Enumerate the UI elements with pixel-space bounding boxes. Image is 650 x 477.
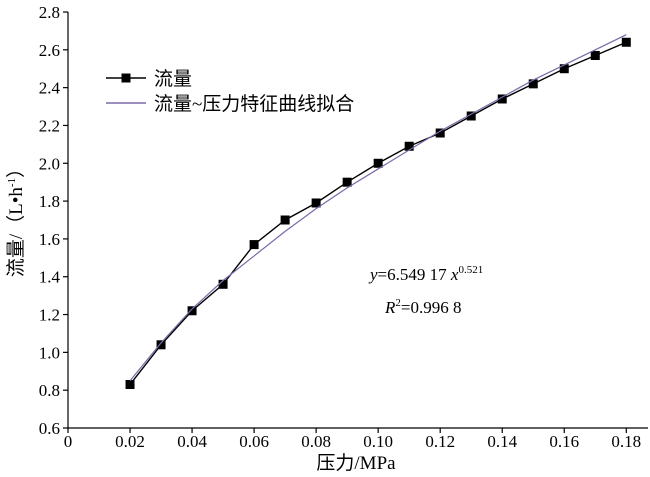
x-tick-label: 0.10 xyxy=(363,432,393,451)
marker xyxy=(373,158,383,168)
marker xyxy=(559,64,569,74)
x-tick-label: 0.04 xyxy=(177,432,207,451)
x-tick-label: 0.08 xyxy=(301,432,331,451)
legend-label: 流量~压力特征曲线拟合 xyxy=(154,93,354,115)
eq-sup: 0.521 xyxy=(458,264,483,276)
y-tick-label: 0.6 xyxy=(39,419,60,438)
marker xyxy=(497,94,507,104)
r-squared: R2=0.996 8 xyxy=(384,297,461,317)
x-tick-label: 0.16 xyxy=(549,432,579,451)
y-tick-label: 0.8 xyxy=(39,381,60,400)
marker xyxy=(404,141,414,151)
marker xyxy=(466,111,476,121)
marker xyxy=(218,279,228,289)
y-tick-label: 2.8 xyxy=(39,3,60,22)
eq-part: R xyxy=(384,298,396,317)
equation: y=6.549 17 x0.521 xyxy=(368,264,483,284)
x-tick-label: 0.14 xyxy=(487,432,517,451)
eq-part: =0.996 8 xyxy=(401,298,462,317)
y-tick-label: 1.6 xyxy=(39,230,60,249)
y-label-part: 流量/（L•h xyxy=(5,187,27,278)
x-axis-label: 压力/MPa xyxy=(316,452,396,474)
x-tick-label: 0.18 xyxy=(611,432,641,451)
marker xyxy=(249,240,259,250)
eq-part: =6.549 17 xyxy=(378,265,451,284)
y-tick-label: 2.6 xyxy=(39,41,60,60)
y-tick-label: 2.4 xyxy=(39,79,61,98)
marker xyxy=(621,37,631,47)
marker xyxy=(342,177,352,187)
x-tick-label: 0 xyxy=(64,432,73,451)
marker xyxy=(435,128,445,138)
eq-part: x xyxy=(450,265,459,284)
y-tick-label: 1.4 xyxy=(39,268,61,287)
legend-marker xyxy=(121,73,131,83)
y-label-part: ） xyxy=(5,159,27,178)
eq-sup: 2 xyxy=(395,297,401,309)
marker xyxy=(125,380,135,390)
marker xyxy=(280,215,290,225)
marker xyxy=(156,340,166,350)
y-axis-label: 流量/（L•h-1） xyxy=(5,159,27,277)
marker xyxy=(590,50,600,60)
y-tick-label: 2.2 xyxy=(39,116,60,135)
marker xyxy=(528,79,538,89)
marker xyxy=(187,306,197,316)
y-tick-label: 1.2 xyxy=(39,306,60,325)
legend-label: 流量 xyxy=(154,68,192,90)
x-tick-label: 0.02 xyxy=(115,432,145,451)
eq-part: y xyxy=(368,265,378,284)
marker xyxy=(311,198,321,208)
x-tick-label: 0.12 xyxy=(425,432,455,451)
y-label-sup: -1 xyxy=(6,178,18,187)
y-tick-label: 1.0 xyxy=(39,343,60,362)
y-tick-label: 2.0 xyxy=(39,154,60,173)
series-line xyxy=(129,34,627,382)
y-tick-label: 1.8 xyxy=(39,192,60,211)
x-tick-label: 0.06 xyxy=(239,432,269,451)
